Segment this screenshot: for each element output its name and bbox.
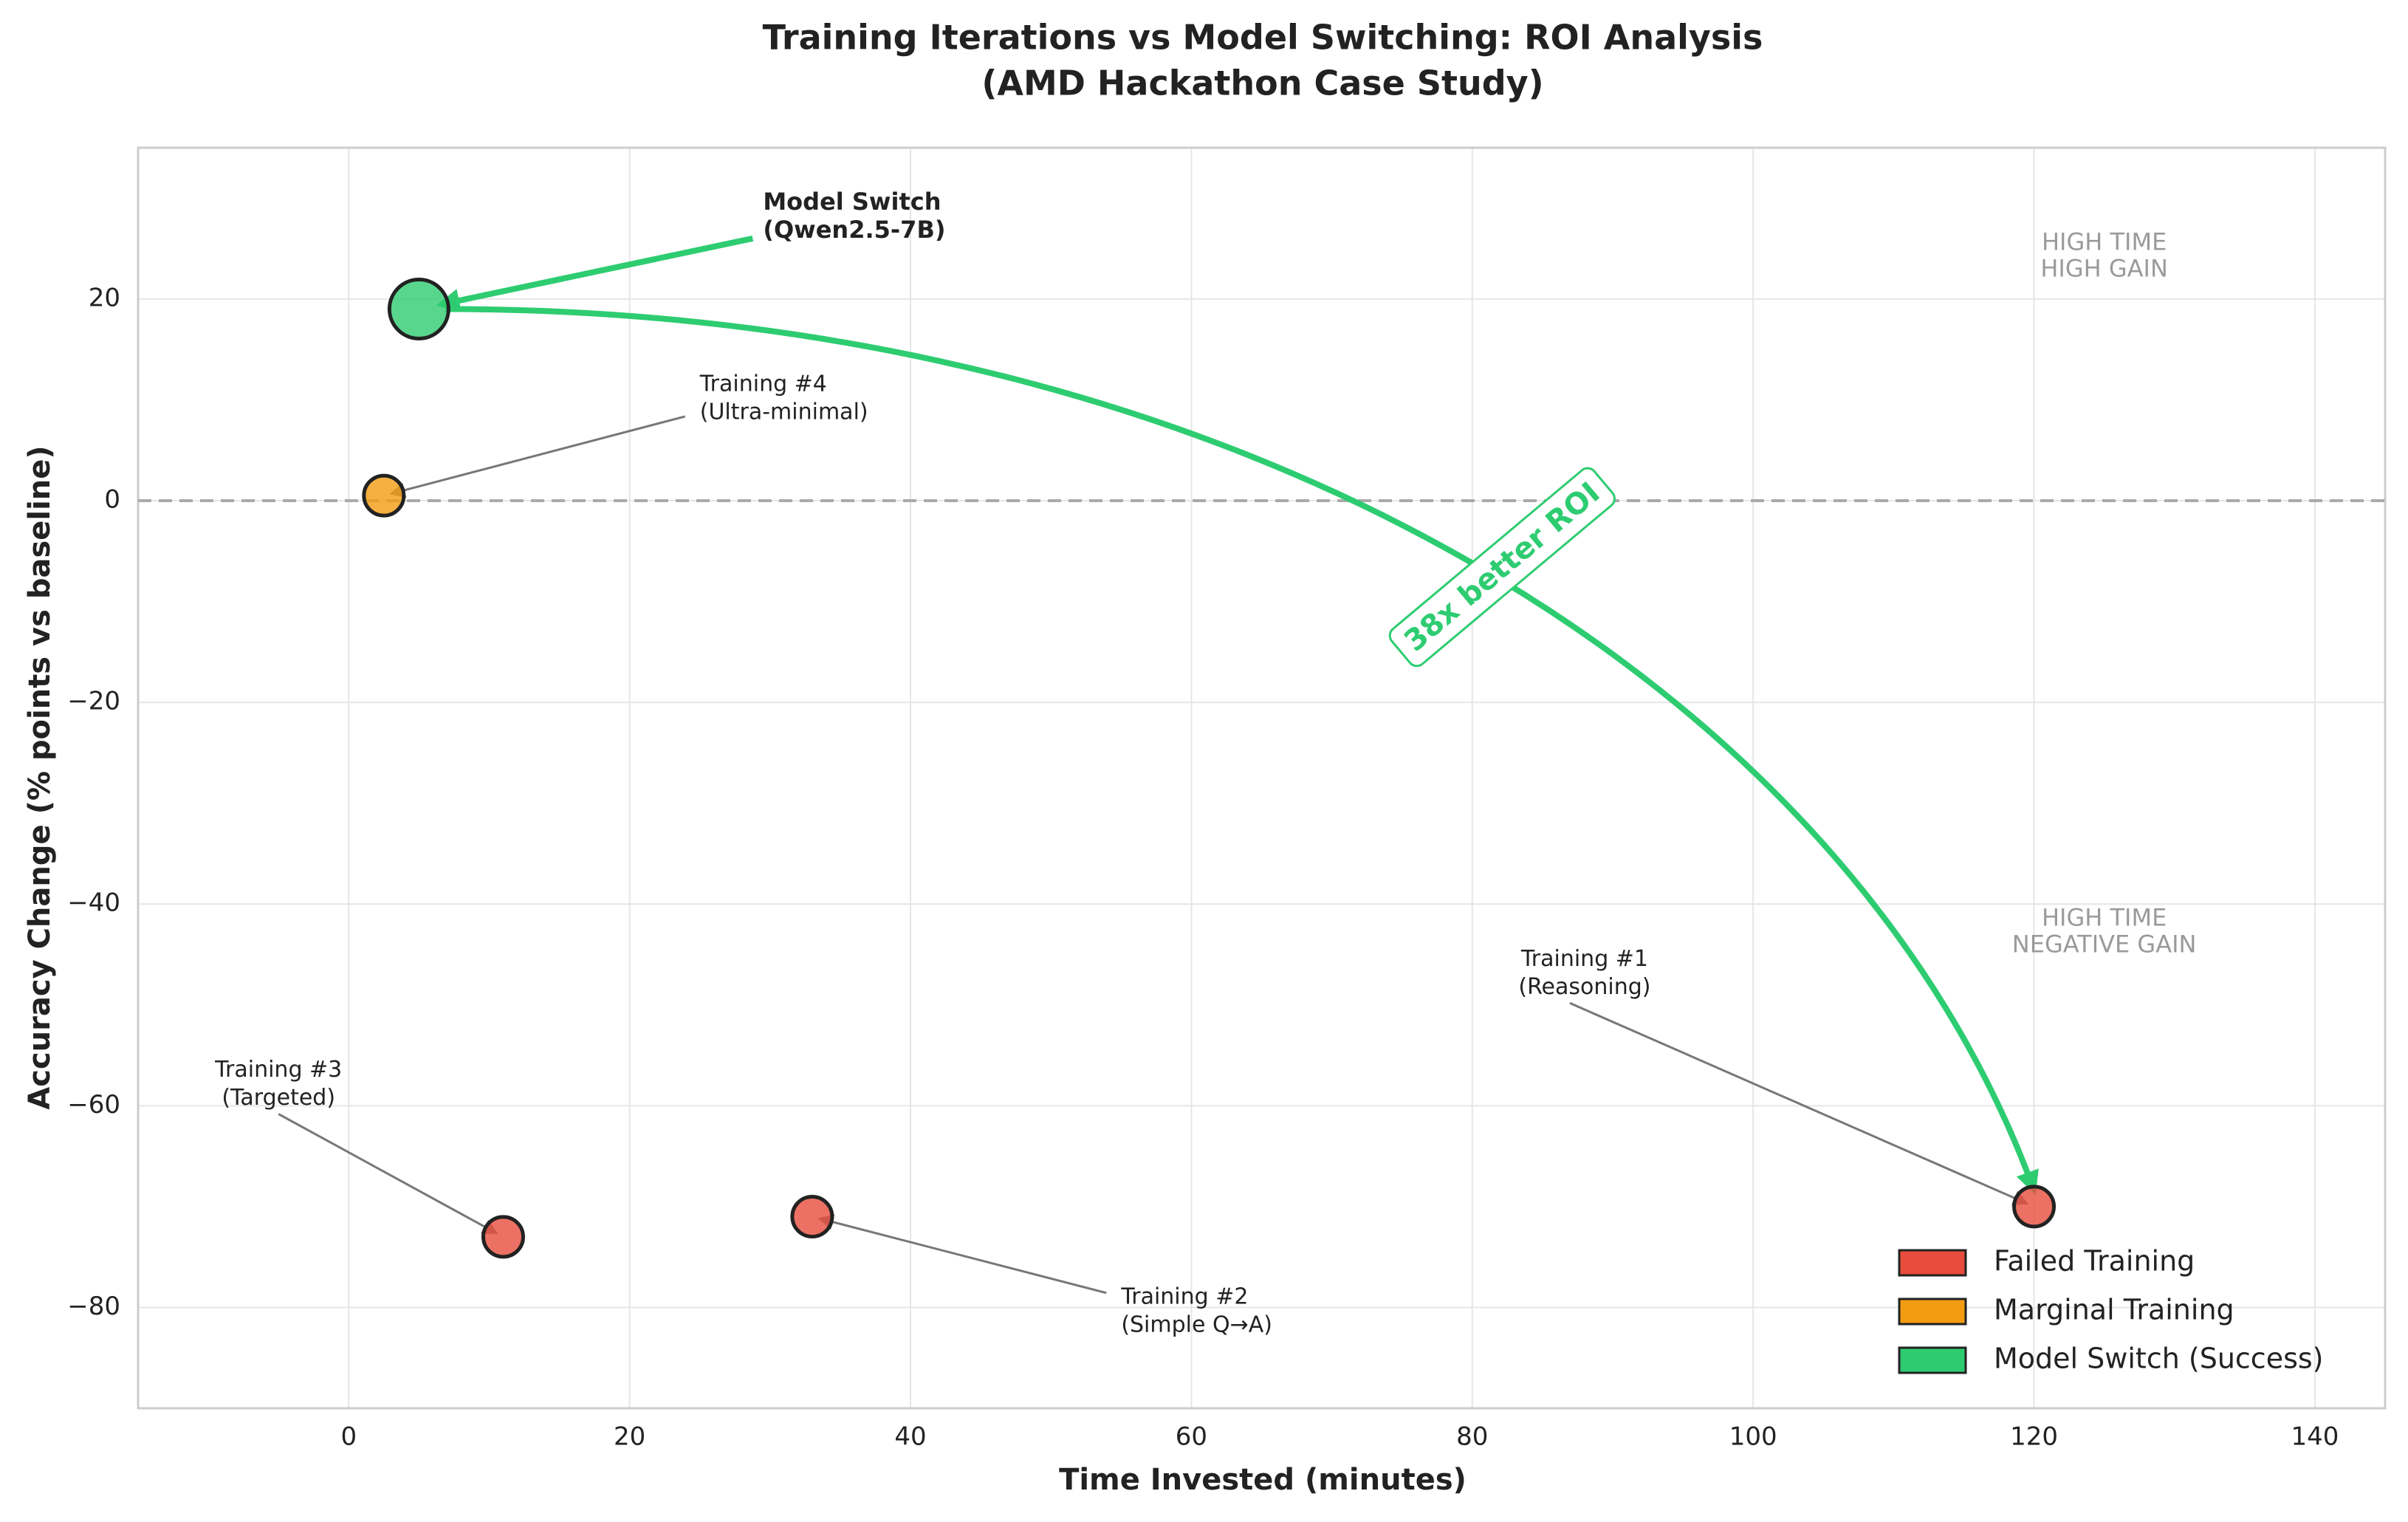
annotation-text: Training #1: [1520, 946, 1648, 972]
annotation-text: (Ultra-minimal): [700, 399, 868, 425]
x-axis-label: Time Invested (minutes): [1059, 1463, 1467, 1497]
annotation-text: Model Switch: [763, 188, 941, 216]
annotation-arrow: [1569, 1001, 2029, 1205]
data-point: [362, 473, 406, 518]
annotation-text: (Qwen2.5-7B): [763, 216, 945, 244]
annotation-text: Training #4: [699, 371, 827, 397]
legend-swatch: [1898, 1346, 1967, 1374]
x-tick-label: 100: [1729, 1422, 1777, 1452]
annotation-text: Training #2: [1120, 1283, 1248, 1309]
data-point: [790, 1195, 834, 1239]
x-tick-label: 80: [1456, 1422, 1488, 1452]
legend-label: Model Switch (Success): [1994, 1343, 2324, 1375]
annotation-text: (Reasoning): [1518, 974, 1650, 1000]
roi-curve: [445, 306, 2039, 1195]
chart-subtitle: (AMD Hackathon Case Study): [981, 64, 1543, 103]
x-tick-label: 140: [2291, 1422, 2339, 1452]
x-tick-label: 0: [340, 1422, 357, 1452]
annotation-text: Training #3: [214, 1057, 342, 1083]
roi-label-box: [1388, 467, 1616, 668]
quadrant-label: HIGH TIME: [2042, 904, 2167, 932]
y-tick-label: −80: [67, 1292, 120, 1321]
data-point: [2012, 1185, 2057, 1229]
annotation-arrow: [278, 1113, 498, 1235]
x-tick-label: 120: [2010, 1422, 2058, 1452]
legend-swatch: [1898, 1249, 1967, 1277]
data-point: [481, 1215, 525, 1259]
annotation-arrow: [436, 235, 754, 312]
x-tick-label: 40: [894, 1422, 926, 1452]
annotation-text: (Targeted): [222, 1085, 335, 1111]
y-tick-label: −40: [67, 888, 120, 918]
data-point: [387, 277, 450, 340]
quadrant-label: HIGH TIME: [2042, 228, 2167, 256]
legend-swatch: [1898, 1298, 1967, 1326]
annotation-text: (Simple Q→A): [1121, 1312, 1272, 1337]
annotation-arrow: [817, 1214, 1107, 1295]
annotation-arrow: [389, 415, 686, 498]
y-tick-label: −60: [67, 1090, 120, 1120]
y-tick-label: 20: [89, 283, 120, 312]
plot-frame: [137, 146, 2387, 1410]
y-tick-label: 0: [104, 484, 120, 514]
legend-label: Failed Training: [1994, 1245, 2195, 1278]
legend-label: Marginal Training: [1994, 1294, 2234, 1326]
quadrant-label: HIGH GAIN: [2040, 255, 2168, 283]
chart-title: Training Iterations vs Model Switching: …: [763, 18, 1763, 58]
x-tick-label: 20: [614, 1422, 645, 1452]
y-axis-label: Accuracy Change (% points vs baseline): [23, 445, 57, 1109]
x-tick-label: 60: [1176, 1422, 1207, 1452]
quadrant-label: NEGATIVE GAIN: [2012, 930, 2197, 959]
y-tick-label: −20: [67, 687, 120, 716]
